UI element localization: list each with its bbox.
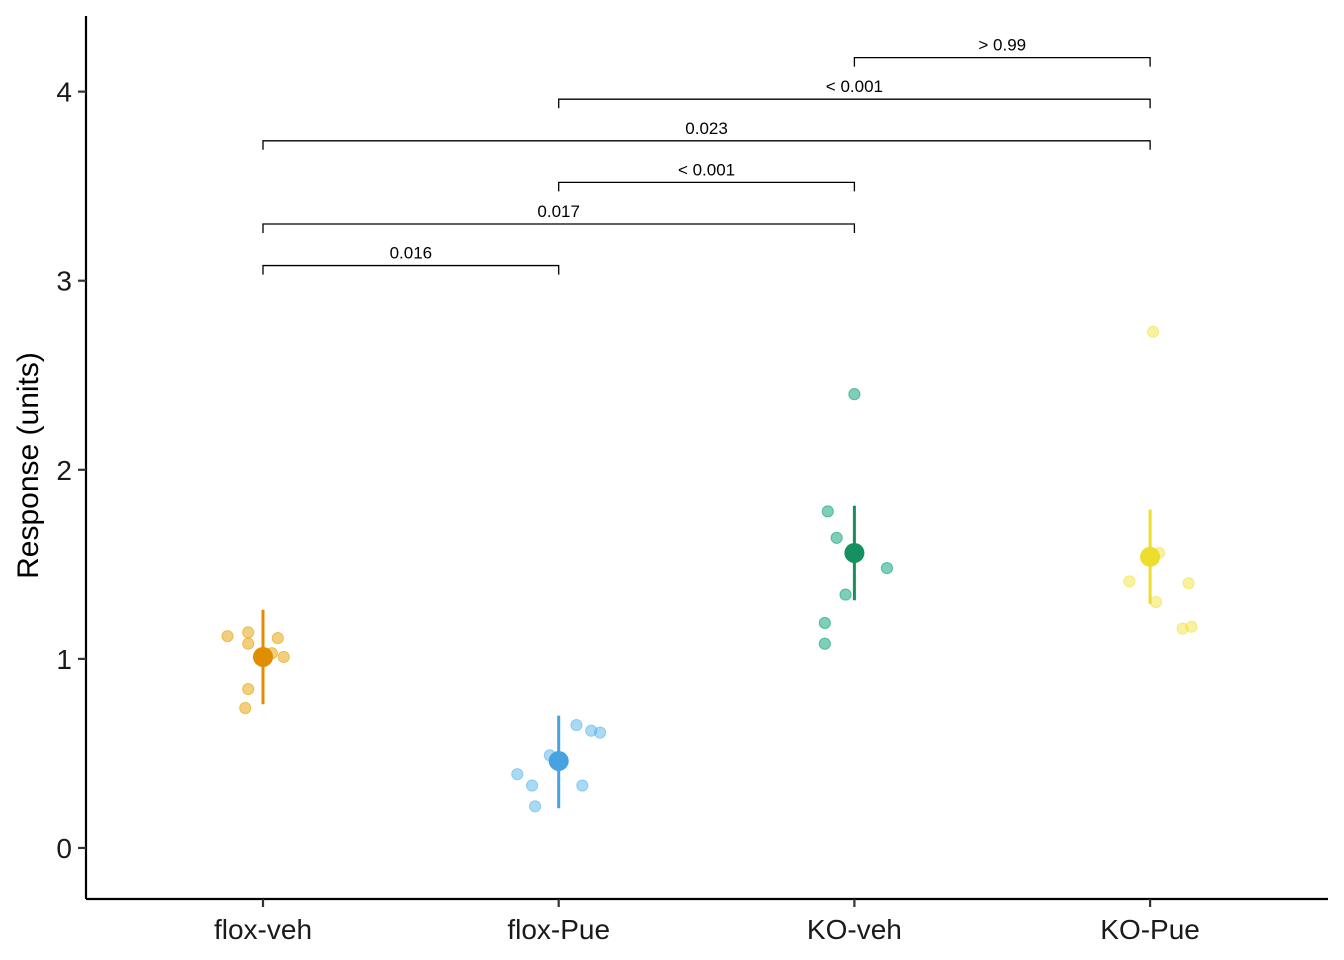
y-tick-label: 4 [56, 77, 72, 108]
p-value-label: < 0.001 [678, 160, 735, 179]
data-point [593, 726, 607, 739]
data-point [525, 779, 539, 792]
data-point [576, 779, 589, 792]
data-point [839, 588, 852, 601]
data-point [1123, 575, 1136, 588]
data-point [848, 388, 861, 401]
comparison-bracket: < 0.001 [558, 160, 856, 192]
data-point [242, 626, 255, 639]
bracket-line [262, 264, 560, 275]
p-value-label: 0.016 [390, 244, 433, 263]
data-point [1182, 577, 1195, 590]
mean-point [1140, 546, 1161, 567]
data-point [818, 637, 831, 650]
p-value-label: > 0.99 [978, 36, 1026, 55]
data-point [528, 800, 542, 813]
mean-point [253, 646, 273, 667]
data-point [1146, 325, 1160, 338]
x-tick-label: KO-veh [807, 914, 902, 945]
x-tick-label: flox-veh [214, 914, 312, 945]
comparison-bracket: 0.017 [262, 202, 856, 233]
data-point [271, 631, 284, 645]
data-point [242, 683, 255, 696]
p-value-label: 0.017 [537, 202, 580, 221]
data-point [880, 562, 894, 575]
data-point [277, 650, 290, 664]
y-tick-label: 0 [56, 833, 72, 864]
data-point [830, 531, 843, 544]
data-points [221, 325, 1198, 813]
axes: 0 1 2 3 4 flox-veh flox-Pue KO-veh KO-Pue [56, 16, 1328, 945]
mean-point [844, 542, 865, 563]
data-point [1149, 596, 1163, 609]
mean-point [548, 750, 569, 771]
significance-brackets: 0.016 0.017 < 0.001 0.023 < 0.001 > 0.99 [262, 36, 1151, 275]
data-point [1176, 622, 1189, 635]
y-tick-label: 1 [56, 644, 72, 675]
bracket-line [262, 223, 856, 233]
x-tick-label: flox-Pue [507, 914, 610, 945]
data-point [221, 630, 234, 643]
p-value-label: < 0.001 [826, 77, 883, 96]
comparison-bracket: < 0.001 [558, 77, 1151, 109]
bracket-line [853, 56, 1151, 67]
y-axis-title: Response (units) [12, 352, 45, 579]
mean-ci-summaries [253, 505, 1161, 809]
comparison-bracket: > 0.99 [853, 36, 1151, 67]
bracket-line [558, 98, 1151, 109]
p-value-label: 0.023 [685, 119, 728, 138]
data-point [818, 616, 831, 630]
comparison-bracket: 0.016 [262, 244, 560, 275]
data-point [570, 718, 583, 732]
data-point [242, 637, 255, 650]
bracket-line [558, 181, 856, 192]
bracket-line [262, 140, 1151, 150]
x-tick-label: KO-Pue [1100, 914, 1200, 945]
data-point [821, 505, 834, 518]
comparison-bracket: 0.023 [262, 119, 1151, 150]
y-tick-label: 2 [56, 455, 72, 486]
data-point [511, 768, 524, 781]
data-point [239, 701, 252, 715]
y-tick-label: 3 [56, 266, 72, 297]
